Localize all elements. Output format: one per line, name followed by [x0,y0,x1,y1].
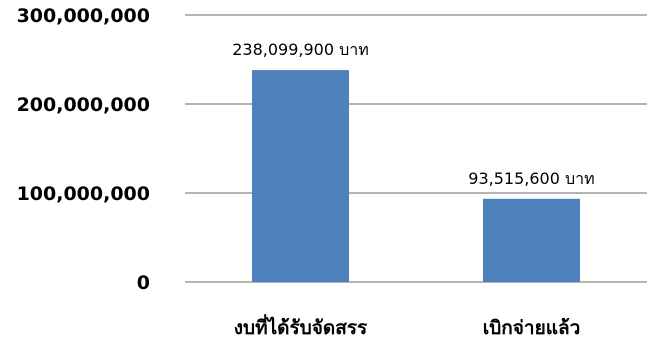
y-axis-tick-labels: 0 100,000,000 200,000,000 300,000,000 [17,5,150,294]
bars [252,70,580,282]
data-labels: 238,099,900 บาท 93,515,600 บาท [232,40,594,188]
bar [252,70,349,282]
data-label: 93,515,600 บาท [468,169,594,188]
y-tick-label: 200,000,000 [17,94,150,116]
y-tick-label: 0 [137,272,150,294]
x-axis-category-labels: งบที่ได้รับจัดสรร เบิกจ่ายแล้ว [234,314,581,339]
data-label: 238,099,900 บาท [232,40,369,59]
bar [483,198,580,282]
x-category-label: งบที่ได้รับจัดสรร [234,314,368,339]
x-category-label: เบิกจ่ายแล้ว [483,317,581,339]
y-tick-label: 300,000,000 [17,5,150,27]
y-tick-label: 100,000,000 [17,183,150,205]
